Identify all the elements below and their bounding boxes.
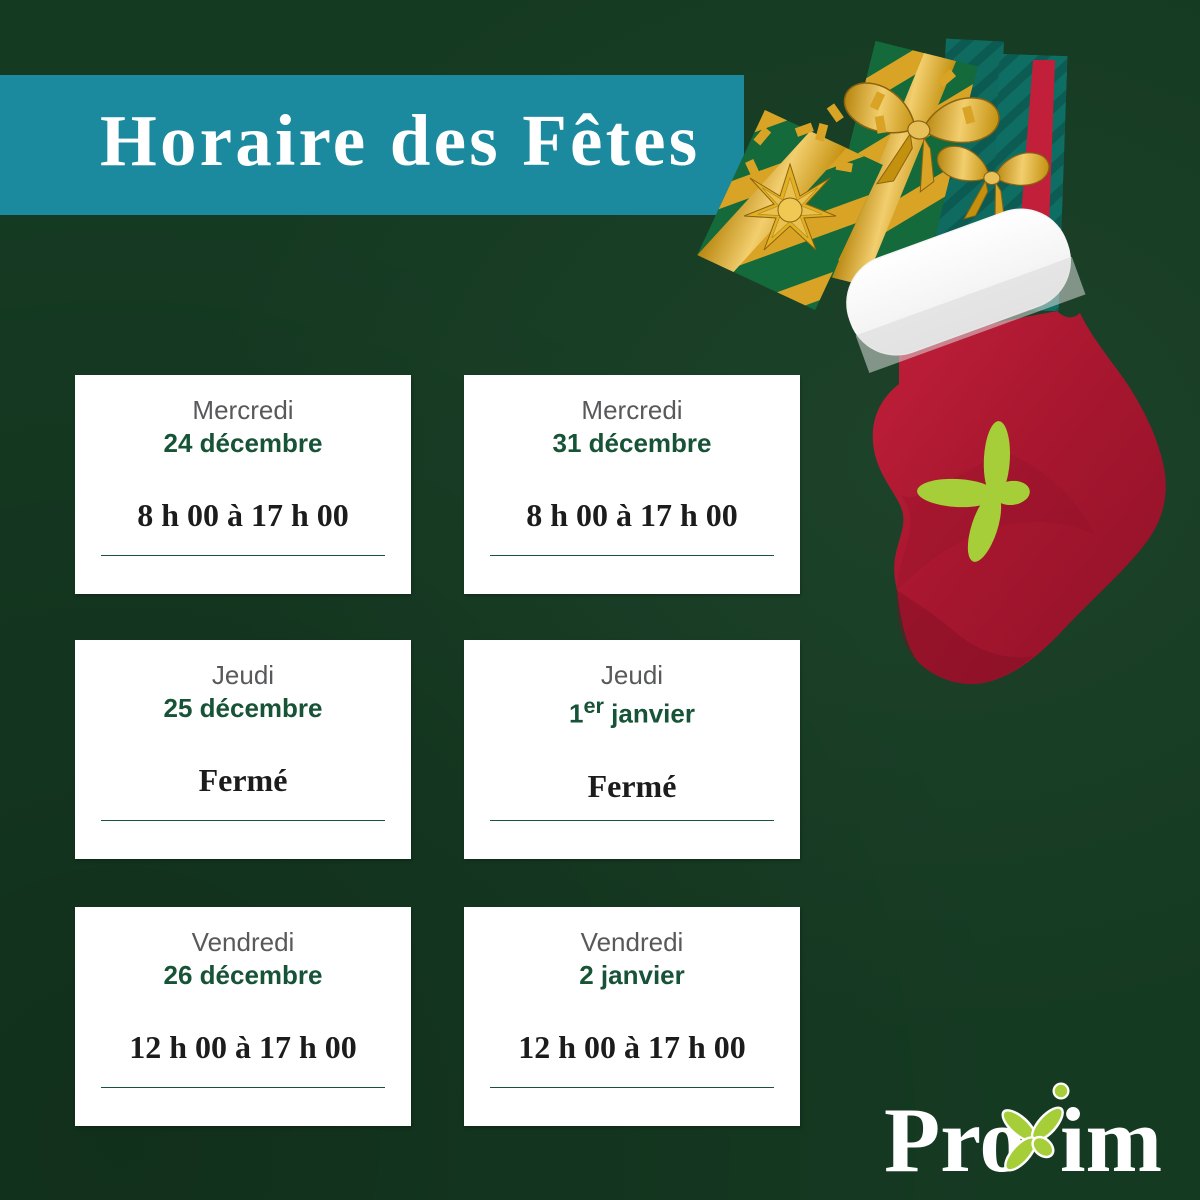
svg-text:im: im — [1060, 1089, 1162, 1190]
svg-text:Pro: Pro — [884, 1089, 1025, 1190]
